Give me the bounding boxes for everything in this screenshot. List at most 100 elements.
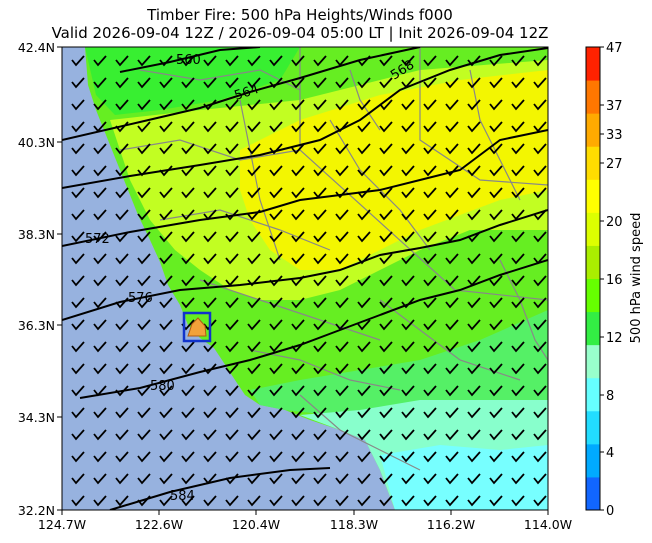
- wind-barb: [115, 253, 129, 265]
- wind-barb: [71, 341, 85, 353]
- wind-barb: [203, 231, 217, 243]
- wind-barb: [379, 187, 393, 199]
- wind-barb: [115, 407, 129, 419]
- wind-barb: [445, 363, 459, 375]
- colorbar-tick-label: 4: [606, 446, 614, 461]
- wind-barb: [357, 275, 371, 287]
- wind-barb: [335, 77, 349, 89]
- wind-barb: [423, 429, 437, 441]
- wind-barb: [269, 209, 283, 221]
- wind-barb: [489, 165, 503, 177]
- wind-barb: [203, 363, 217, 375]
- wind-barb: [291, 429, 305, 441]
- wind-barb: [137, 99, 151, 111]
- lon-tick-label: 122.6W: [135, 517, 183, 532]
- wind-barb: [467, 121, 481, 133]
- wind-barb: [159, 363, 173, 375]
- wind-barb: [313, 187, 327, 199]
- wind-barb: [159, 165, 173, 177]
- wind-barb: [93, 165, 107, 177]
- wind-barb: [181, 99, 195, 111]
- contour-labels: 560 564 568 572 576 580 584: [85, 53, 417, 504]
- wind-barb: [533, 165, 547, 177]
- wind-barb: [291, 341, 305, 353]
- wind-barb: [181, 429, 195, 441]
- wind-barb: [269, 121, 283, 133]
- wind-barb: [357, 319, 371, 331]
- wind-band-cyan: [380, 445, 548, 510]
- wind-barb: [467, 407, 481, 419]
- wind-barb: [423, 187, 437, 199]
- wind-barb: [71, 209, 85, 221]
- wind-barb: [467, 253, 481, 265]
- wind-barb: [401, 341, 415, 353]
- wind-barb: [445, 275, 459, 287]
- wind-barb: [71, 121, 85, 133]
- wind-barb: [357, 187, 371, 199]
- wind-barb: [225, 143, 239, 155]
- wind-barb: [269, 165, 283, 177]
- wind-barb: [511, 99, 525, 111]
- wind-barb: [115, 495, 129, 507]
- wind-barb: [247, 275, 261, 287]
- wind-barb: [445, 341, 459, 353]
- wind-barb: [533, 209, 547, 221]
- wind-barb: [445, 165, 459, 177]
- wind-barb: [203, 429, 217, 441]
- wind-barb: [181, 231, 195, 243]
- wind-barb: [335, 187, 349, 199]
- wind-barb: [423, 165, 437, 177]
- wind-barb: [357, 253, 371, 265]
- wind-barb: [379, 495, 393, 507]
- wind-barb: [445, 99, 459, 111]
- wind-barb: [247, 473, 261, 485]
- wind-barb: [291, 385, 305, 397]
- colorbar-segment: [586, 47, 600, 81]
- wind-barb: [137, 121, 151, 133]
- lon-tick-label: 116.2W: [427, 517, 475, 532]
- wind-barb: [203, 297, 217, 309]
- wind-barb: [533, 495, 547, 507]
- wind-barb: [489, 473, 503, 485]
- wind-barb: [247, 319, 261, 331]
- wind-barb: [357, 209, 371, 221]
- wind-barb: [159, 143, 173, 155]
- wind-barb: [137, 495, 151, 507]
- wind-barb: [313, 253, 327, 265]
- wind-barb: [137, 253, 151, 265]
- wind-barb: [533, 275, 547, 287]
- wind-barb: [467, 495, 481, 507]
- wind-barb: [357, 55, 371, 67]
- wind-barb: [401, 253, 415, 265]
- wind-barb: [357, 451, 371, 463]
- wind-barb: [379, 319, 393, 331]
- colorbar-segment: [586, 344, 600, 379]
- wind-barb: [379, 429, 393, 441]
- wind-barb: [357, 297, 371, 309]
- wind-barb: [93, 209, 107, 221]
- wind-barb: [445, 495, 459, 507]
- wind-barb: [533, 55, 547, 67]
- wind-barb: [533, 385, 547, 397]
- wind-barb: [203, 187, 217, 199]
- wind-barb: [379, 473, 393, 485]
- wind-barb: [379, 385, 393, 397]
- wind-barb: [423, 77, 437, 89]
- wind-barb: [401, 407, 415, 419]
- wind-barb: [269, 451, 283, 463]
- wind-barb: [137, 297, 151, 309]
- wind-barb: [93, 407, 107, 419]
- wind-barb: [93, 253, 107, 265]
- wind-barb: [467, 77, 481, 89]
- wind-barb: [269, 231, 283, 243]
- wind-barb: [137, 77, 151, 89]
- wind-barb: [511, 165, 525, 177]
- contour-584: [109, 467, 331, 510]
- colorbar-segment: [586, 113, 600, 147]
- wind-barb: [533, 363, 547, 375]
- wind-barb: [445, 451, 459, 463]
- wind-barb: [313, 99, 327, 111]
- wind-barb: [467, 143, 481, 155]
- wind-barb: [225, 385, 239, 397]
- contour-label-584: 584: [170, 489, 195, 504]
